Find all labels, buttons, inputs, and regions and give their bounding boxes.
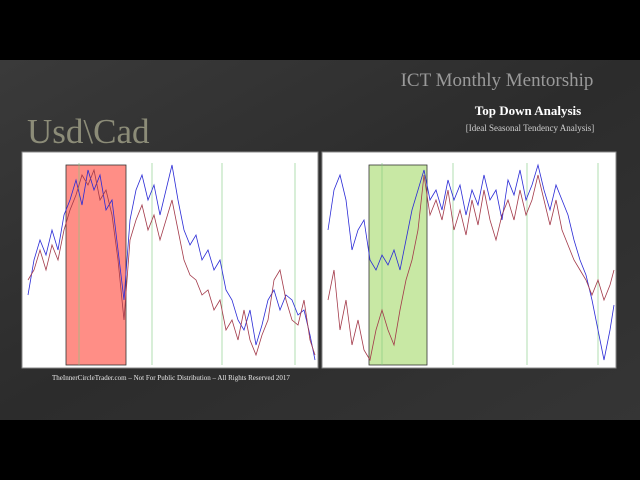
footer: TheInnerCircleTrader.com – Not For Publi… [52,374,290,382]
line-blue [27,164,316,361]
line-blue [327,163,615,361]
panel [321,151,617,369]
right-chart [321,151,617,369]
title: ICT Monthly Mentorship [401,70,594,91]
seasonal-highlight [368,164,428,366]
caption: [Ideal Seasonal Tendency Analysis] [466,123,594,133]
seasonal-highlight [65,164,127,366]
left-chart [21,151,319,369]
line-red [27,168,316,357]
line-red [327,174,615,362]
dividers [78,163,296,365]
pair-heading: Usd\Cad [27,112,150,151]
subtitle: Top Down Analysis [475,103,581,118]
